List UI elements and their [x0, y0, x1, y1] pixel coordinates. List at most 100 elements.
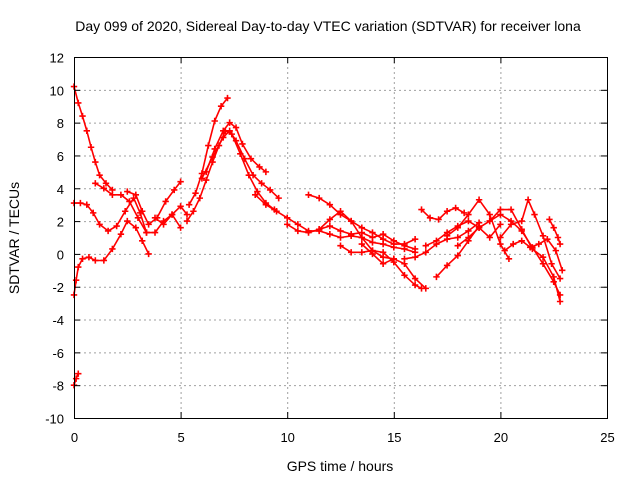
y-tick-label: 6 [57, 149, 64, 164]
x-tick-label: 0 [71, 430, 78, 445]
data-point [509, 240, 517, 248]
data-point [347, 217, 355, 225]
data-point [275, 194, 282, 202]
data-point [527, 244, 534, 251]
data-point [132, 224, 140, 231]
data-point [401, 240, 408, 248]
data-point [239, 140, 246, 148]
data-point [401, 255, 408, 263]
data-point [151, 229, 159, 236]
data-point [100, 185, 108, 192]
data-point [75, 370, 82, 377]
data-point [475, 196, 483, 203]
x-tick-label: 20 [494, 430, 508, 445]
data-point [294, 227, 302, 235]
data-point [202, 176, 210, 184]
data-point [347, 249, 355, 256]
data-point [443, 232, 451, 240]
series-trace [73, 220, 150, 296]
data-point [486, 211, 493, 218]
data-point [85, 253, 93, 261]
data-point [92, 158, 99, 166]
x-tick-label: 10 [280, 430, 294, 445]
data-point [92, 257, 99, 264]
series-trace [186, 130, 275, 222]
series-trace [420, 207, 465, 221]
data-point [546, 216, 553, 223]
data-point [358, 234, 366, 241]
data-point [145, 221, 152, 228]
y-axis-ticks: -10 -8 -6 -4 -2 0 2 4 6 8 10 12 [45, 51, 607, 427]
data-point [559, 267, 566, 274]
data-point [284, 214, 291, 222]
data-point [87, 144, 95, 151]
data-point [183, 217, 191, 225]
data-point [556, 298, 564, 305]
data-point [507, 206, 515, 213]
data-point [433, 237, 440, 244]
data-point [411, 253, 419, 261]
series-trace [361, 243, 395, 265]
data-point [132, 191, 140, 199]
data-point [390, 240, 397, 248]
series-arc-25 [497, 196, 564, 282]
series-trace [404, 222, 480, 260]
series-trace [548, 219, 561, 245]
data-point [358, 240, 366, 248]
x-tick-label: 15 [387, 430, 401, 445]
chart-title: Day 099 of 2020, Sidereal Day-to-day VTE… [75, 18, 581, 34]
series-arc-1 [70, 83, 116, 194]
data-point [130, 194, 137, 202]
data-point [486, 217, 493, 225]
data-point [315, 194, 323, 202]
data-point [544, 235, 551, 243]
data-point [79, 255, 86, 263]
data-point [454, 224, 461, 231]
data-point [465, 217, 472, 225]
data-point [162, 198, 169, 205]
data-point [226, 127, 233, 135]
data-point [121, 208, 129, 215]
y-tick-label: 8 [57, 116, 64, 131]
data-point [379, 260, 387, 267]
data-point [96, 171, 103, 179]
y-tick-label: -6 [52, 346, 64, 361]
data-point [220, 127, 227, 135]
series-arc-14 [305, 191, 419, 248]
series-trace [127, 181, 182, 226]
data-point [505, 255, 513, 263]
data-point [465, 227, 472, 235]
data-point [109, 191, 116, 199]
data-point [256, 163, 263, 171]
series-arc-18 [401, 219, 483, 263]
data-point [411, 235, 419, 243]
y-tick-label: 12 [50, 51, 64, 66]
data-point [75, 263, 82, 271]
y-tick-label: -2 [52, 280, 64, 295]
data-point [452, 204, 459, 212]
data-point [254, 188, 261, 195]
series-arc-26 [501, 235, 566, 274]
data-point [72, 276, 80, 284]
data-point [454, 242, 461, 249]
data-point [160, 221, 167, 228]
data-point [358, 224, 366, 231]
data-point [177, 224, 184, 231]
series-arc-9 [183, 127, 278, 225]
y-tick-label: -4 [52, 313, 64, 328]
series-arc-27 [546, 216, 564, 248]
data-point [497, 240, 504, 248]
data-point [190, 208, 197, 215]
data-point [205, 142, 212, 149]
data-point [139, 237, 146, 244]
data-point [196, 194, 203, 202]
data-point [315, 226, 323, 233]
x-tick-label: 25 [600, 430, 614, 445]
series-arc-5 [92, 180, 184, 236]
data-point [379, 249, 387, 256]
data-point [501, 247, 508, 254]
data-point [337, 208, 344, 215]
data-point [117, 191, 125, 199]
data-point [266, 186, 274, 194]
